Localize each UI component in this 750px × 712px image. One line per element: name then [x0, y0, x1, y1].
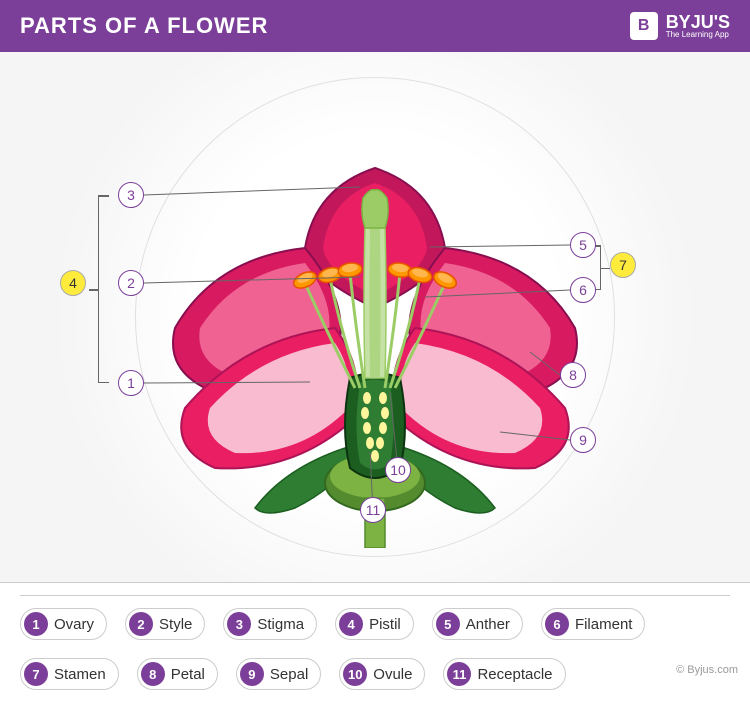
page-title: PARTS OF A FLOWER	[20, 13, 268, 39]
legend-number: 10	[343, 662, 367, 686]
logo-tagline: The Learning App	[666, 31, 730, 39]
legend-label: Stamen	[54, 666, 106, 683]
legend-item-style: 2 Style	[125, 608, 205, 640]
legend-number: 7	[24, 662, 48, 686]
legend-item-receptacle: 11 Receptacle	[443, 658, 565, 690]
marker-8: 8	[560, 362, 586, 388]
legend-label: Stigma	[257, 616, 304, 633]
marker-9: 9	[570, 427, 596, 453]
marker-1: 1	[118, 370, 144, 396]
legend-item-ovule: 10 Ovule	[339, 658, 425, 690]
legend-item-sepal: 9 Sepal	[236, 658, 321, 690]
legend-item-petal: 8 Petal	[137, 658, 218, 690]
logo-badge-icon: B	[630, 12, 658, 40]
marker-3: 3	[118, 182, 144, 208]
legend-label: Pistil	[369, 616, 401, 633]
legend-label: Petal	[171, 666, 205, 683]
legend-number: 6	[545, 612, 569, 636]
legend-number: 5	[436, 612, 460, 636]
legend-number: 3	[227, 612, 251, 636]
marker-11: 11	[360, 497, 386, 523]
marker-5: 5	[570, 232, 596, 258]
marker-10: 10	[385, 457, 411, 483]
legend-item-anther: 5 Anther	[432, 608, 523, 640]
legend-number: 2	[129, 612, 153, 636]
legend-label: Style	[159, 616, 192, 633]
legend-item-stigma: 3 Stigma	[223, 608, 317, 640]
legend-item-stamen: 7 Stamen	[20, 658, 119, 690]
legend-number: 8	[141, 662, 165, 686]
brand-logo: B BYJU'S The Learning App	[630, 12, 730, 40]
legend-item-ovary: 1 Ovary	[20, 608, 107, 640]
logo-name: BYJU'S	[666, 13, 730, 31]
legend-label: Receptacle	[477, 666, 552, 683]
legend-item-filament: 6 Filament	[541, 608, 646, 640]
legend-label: Anther	[466, 616, 510, 633]
legend-area: 1 Ovary 2 Style 3 Stigma 4 Pistil 5 Anther 6 Filame…	[0, 582, 750, 712]
marker-7: 7	[610, 252, 636, 278]
marker-6: 6	[570, 277, 596, 303]
marker-4: 4	[60, 270, 86, 296]
copyright-text: © Byjus.com	[676, 664, 738, 676]
marker-2: 2	[118, 270, 144, 296]
legend-label: Filament	[575, 616, 633, 633]
legend-label: Sepal	[270, 666, 308, 683]
legend-label: Ovary	[54, 616, 94, 633]
legend-number: 1	[24, 612, 48, 636]
legend-label: Ovule	[373, 666, 412, 683]
legend-number: 9	[240, 662, 264, 686]
header: PARTS OF A FLOWER B BYJU'S The Learning …	[0, 0, 750, 52]
legend-number: 4	[339, 612, 363, 636]
legend-item-pistil: 4 Pistil	[335, 608, 414, 640]
legend-number: 11	[447, 662, 471, 686]
diagram-area: 1 2 3 4 5 67 8 9 10 11	[0, 52, 750, 582]
